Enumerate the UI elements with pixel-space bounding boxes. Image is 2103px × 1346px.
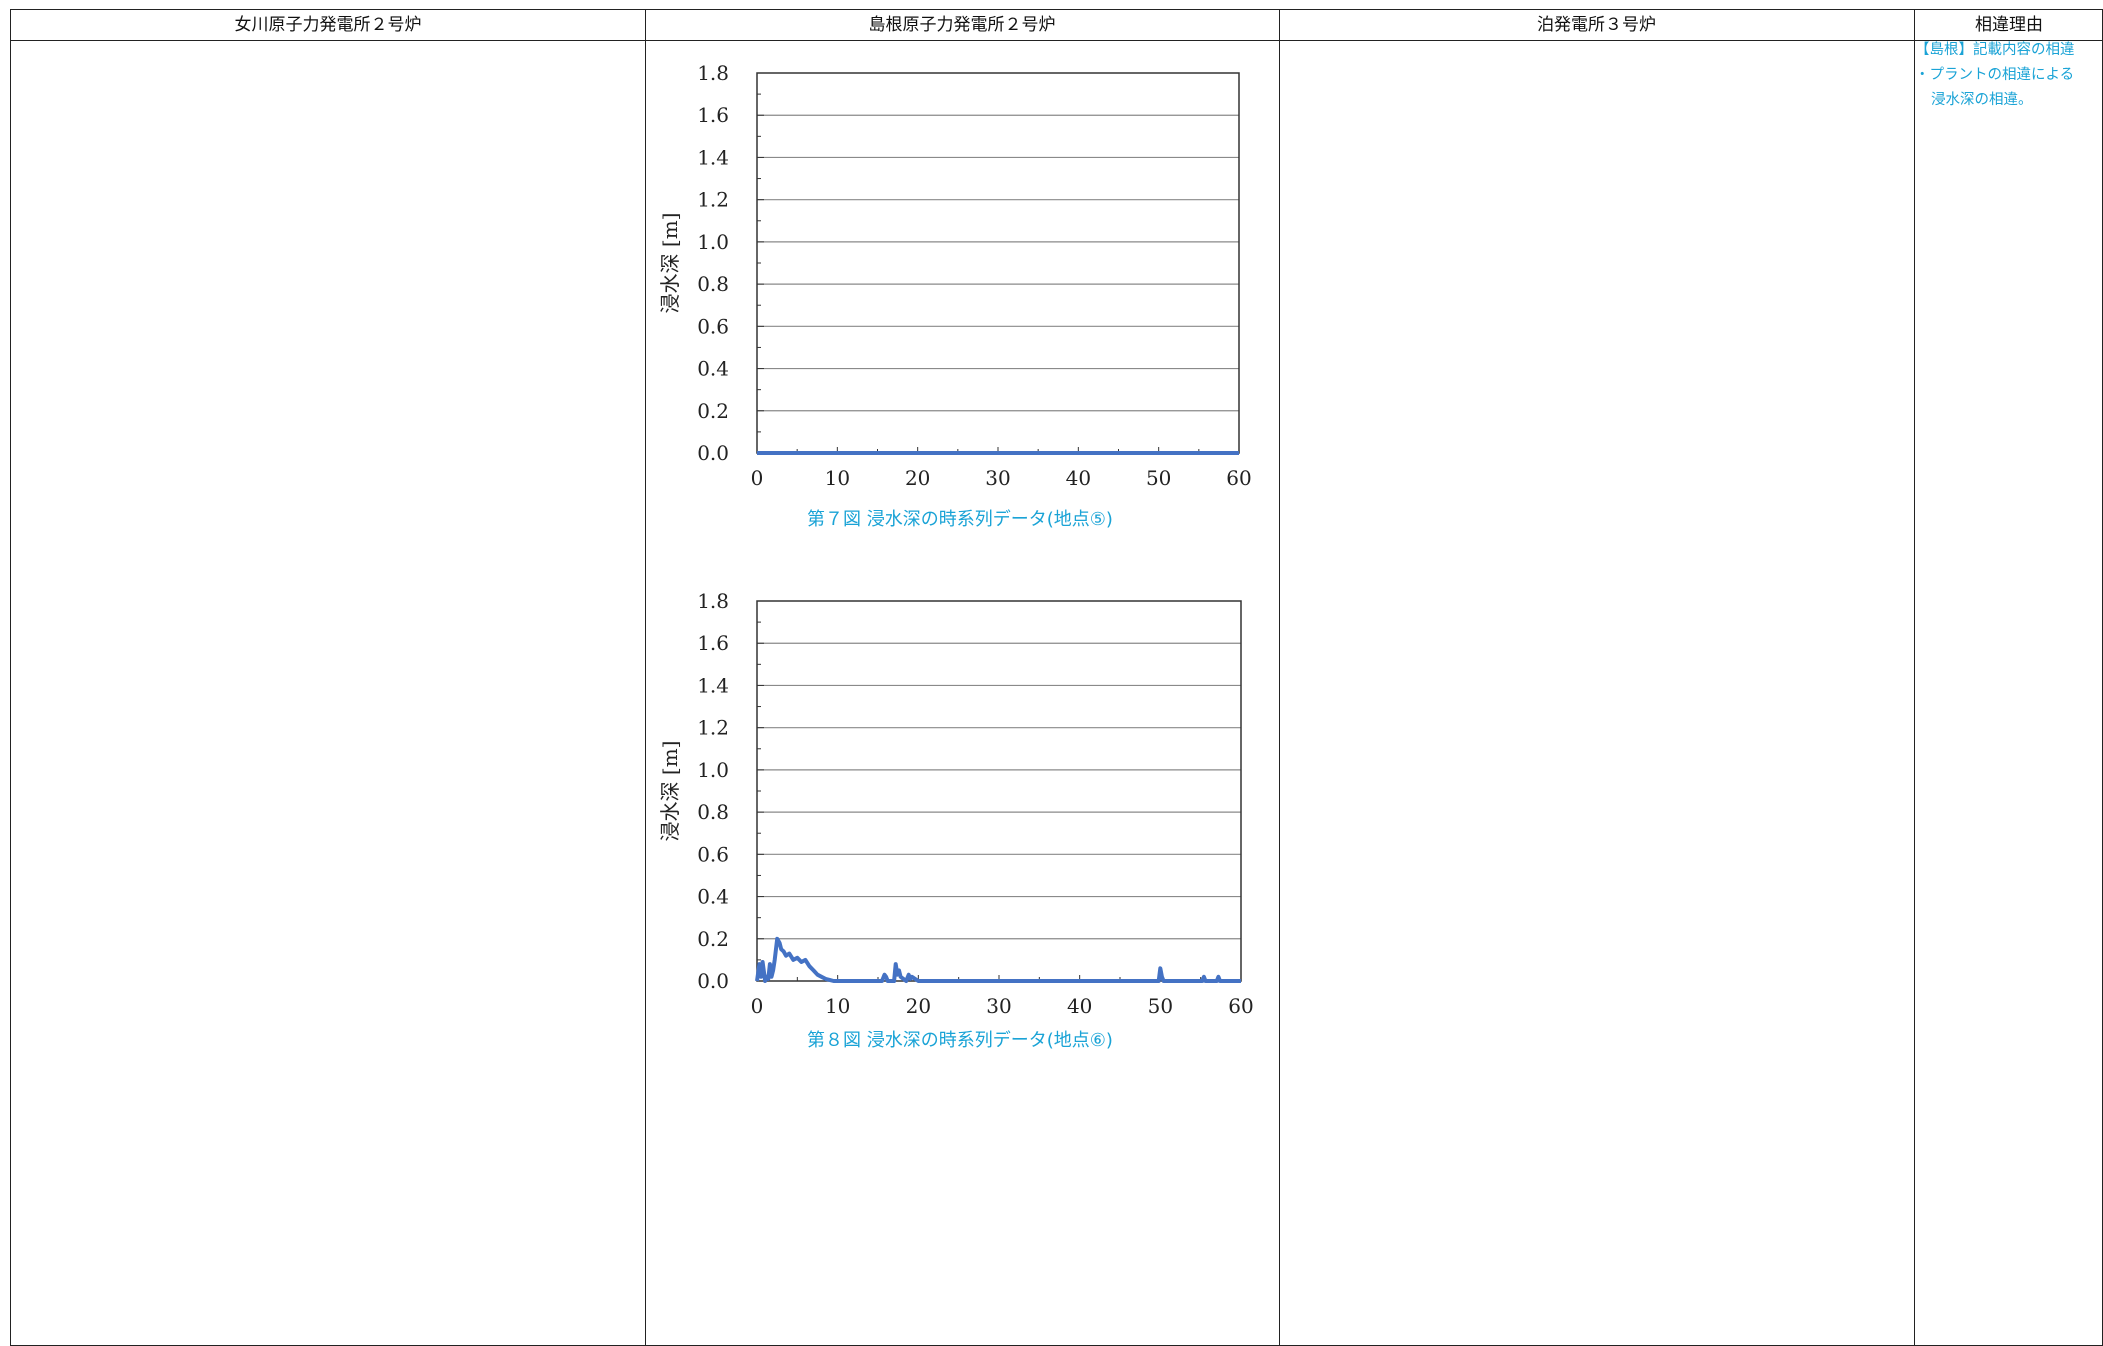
- column-divider: [1279, 10, 1280, 1345]
- x-tick-label: 10: [825, 994, 850, 1018]
- header-reason: 相違理由: [1975, 15, 2043, 35]
- y-tick-label: 0.8: [697, 272, 729, 296]
- y-tick-label: 0.4: [697, 885, 729, 909]
- y-tick-label: 1.8: [697, 589, 729, 613]
- y-axis-label: 浸水深 [m]: [658, 741, 682, 842]
- reason-line-3: 浸水深の相違。: [1931, 92, 2033, 108]
- x-tick-label: 50: [1148, 994, 1173, 1018]
- chart-flood-depth-point-5: 0.0 0.2 0.4 0.6 0.8 1.0 1.2 1.4 1.6 1.8 0 10 20 30 40 5…: [658, 61, 1252, 490]
- y-tick-label: 0.8: [697, 800, 729, 824]
- x-tick-label: 60: [1226, 466, 1251, 490]
- y-tick-label: 0.4: [697, 357, 729, 381]
- header-tomari: 泊発電所３号炉: [1537, 15, 1656, 35]
- x-tick-label: 30: [985, 466, 1010, 490]
- y-tick-label: 0.2: [697, 399, 729, 423]
- table-header-row: [11, 10, 2102, 41]
- x-tick-label: 10: [825, 466, 850, 490]
- y-tick-label: 1.0: [697, 230, 729, 254]
- y-tick-label: 0.0: [697, 441, 729, 465]
- reason-line-2: ・プラントの相違による: [1915, 67, 2075, 83]
- figure-7-caption: 第７図 浸水深の時系列データ(地点⑤): [807, 509, 1113, 530]
- plot-frame: [756, 600, 1242, 982]
- x-tick-label: 20: [906, 994, 931, 1018]
- x-tick-label: 0: [751, 994, 764, 1018]
- x-tick-label: 40: [1066, 466, 1091, 490]
- y-tick-label: 1.6: [697, 103, 729, 127]
- x-tick-label: 30: [986, 994, 1011, 1018]
- reason-line-1: 【島根】記載内容の相違: [1915, 42, 2075, 58]
- difference-reason-note: 【島根】記載内容の相違 ・プラントの相違による 浸水深の相違。: [1915, 38, 2103, 113]
- x-tick-label: 0: [751, 466, 764, 490]
- y-axis-label: 浸水深 [m]: [658, 213, 682, 314]
- x-tick-label: 20: [905, 466, 930, 490]
- column-divider: [645, 10, 646, 1345]
- y-tick-label: 1.2: [697, 716, 729, 740]
- y-tick-label: 0.6: [697, 314, 729, 338]
- y-tick-label: 1.6: [697, 631, 729, 655]
- figure-8-caption: 第８図 浸水深の時系列データ(地点⑥): [807, 1030, 1113, 1051]
- x-tick-label: 60: [1228, 994, 1253, 1018]
- y-tick-label: 0.2: [697, 927, 729, 951]
- y-tick-label: 0.6: [697, 842, 729, 866]
- y-tick-label: 1.4: [697, 145, 729, 169]
- x-tick-label: 50: [1146, 466, 1171, 490]
- header-shimane: 島根原子力発電所２号炉: [868, 15, 1056, 35]
- header-onagawa: 女川原子力発電所２号炉: [234, 15, 422, 35]
- y-tick-label: 1.4: [697, 673, 729, 697]
- column-divider: [1914, 10, 1915, 1345]
- series-line: [755, 936, 1241, 983]
- y-tick-label: 1.0: [697, 758, 729, 782]
- y-tick-label: 1.8: [697, 61, 729, 85]
- y-tick-label: 1.2: [697, 188, 729, 212]
- x-tick-label: 40: [1067, 994, 1092, 1018]
- chart-flood-depth-point-6: 0.0 0.2 0.4 0.6 0.8 1.0 1.2 1.4 1.6 1.8 0 10 20 30 40 5…: [658, 589, 1254, 1018]
- plot-frame: [756, 72, 1240, 454]
- y-tick-label: 0.0: [697, 969, 729, 993]
